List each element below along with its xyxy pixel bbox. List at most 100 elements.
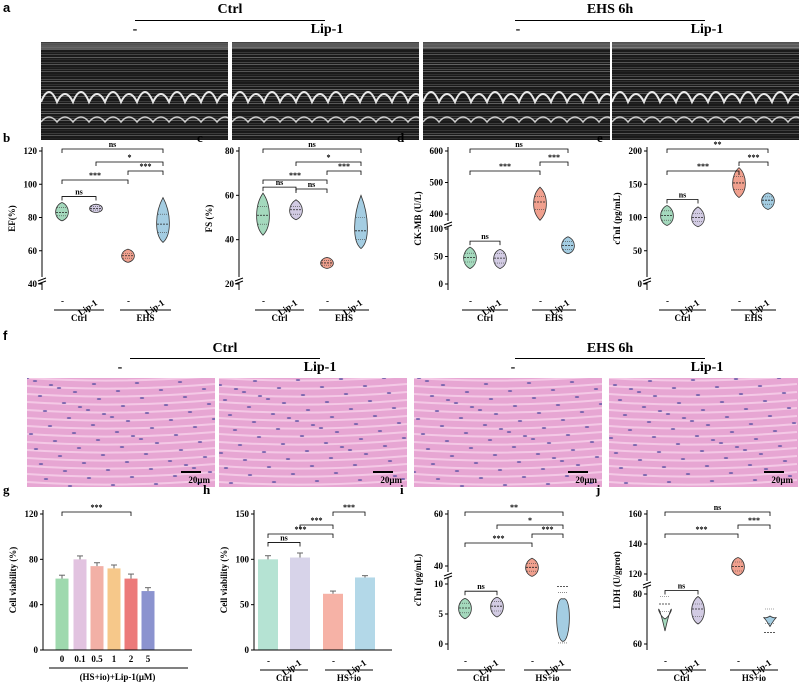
significance-bracket — [61, 511, 132, 516]
significance-label: ** — [714, 140, 722, 149]
y-tick-label: 60 — [225, 190, 235, 200]
significance-label: ns — [280, 533, 288, 542]
y-axis-label: FS (%) — [204, 205, 214, 233]
panel-letter-e: e — [597, 130, 603, 145]
x-tick-label: - — [666, 296, 669, 306]
significance-bracket — [738, 161, 769, 166]
y-tick-label: 40 — [225, 235, 235, 245]
y-tick-label: 40 — [434, 561, 444, 571]
axis-break-mark — [234, 277, 244, 282]
panel-letter-g: g — [3, 482, 10, 497]
y-tick-label: 120 — [25, 509, 39, 519]
significance-label: ns — [75, 188, 83, 197]
y-tick-label: 0 — [439, 639, 444, 649]
significance-bracket — [464, 511, 564, 516]
he-label-4: Lip-1 — [690, 360, 724, 375]
significance-label: ns — [679, 191, 687, 200]
significance-label: ns — [308, 140, 316, 149]
y-tick-label: 200 — [629, 146, 643, 156]
violin-3 — [533, 186, 547, 221]
scale-bar-label: 20μm — [771, 475, 793, 485]
he-stain-image: 20μm — [219, 378, 407, 487]
x-tick-label: 0 — [60, 654, 65, 664]
y-axis-label: cTnI (pg/mL) — [612, 192, 622, 244]
significance-bracket — [61, 148, 164, 153]
x-group-label: Ctrl — [675, 313, 691, 323]
x-tick-label: - — [469, 296, 472, 306]
significance-bracket — [664, 590, 699, 595]
y-tick-label: 100 — [236, 554, 250, 564]
significance-bracket — [464, 590, 498, 596]
axis-break-mark — [642, 280, 652, 285]
x-tick-label: 1 — [112, 654, 117, 664]
y-tick-label: 100 — [430, 224, 444, 234]
y-tick-label: 60 — [434, 509, 444, 519]
echo-group-title-ctrl: Ctrl — [217, 2, 243, 17]
y-tick-label: 100 — [24, 179, 38, 189]
he-group-title-ehs: EHS 6h — [586, 341, 634, 356]
x-tick-label: - — [262, 296, 265, 306]
significance-bracket — [469, 170, 541, 175]
y-tick-label: 80 — [29, 554, 39, 564]
y-tick-label: 5 — [439, 609, 444, 619]
significance-label: ns — [276, 178, 284, 187]
significance-bracket — [666, 148, 769, 153]
significance-label: *** — [311, 516, 323, 525]
y-tick-label: 400 — [430, 209, 444, 219]
significance-label: ns — [678, 582, 686, 591]
significance-label: *** — [493, 534, 505, 543]
significance-label: *** — [295, 525, 307, 534]
panel-letter-c: c — [197, 130, 203, 145]
x-tick-label: - — [464, 656, 467, 666]
y-tick-label: 120 — [24, 146, 38, 156]
bar-4 — [107, 568, 121, 650]
significance-bracket — [326, 170, 362, 175]
bar-2 — [73, 559, 87, 650]
scale-bar-label: 20μm — [575, 475, 597, 485]
x-group-label: Ctrl — [272, 313, 288, 323]
x-tick-label: - — [127, 296, 130, 306]
scale-bar — [373, 471, 393, 473]
echo-label-2: Lip-1 — [310, 22, 344, 37]
x-group-label: EHS — [744, 313, 762, 323]
violin-2 — [691, 596, 705, 625]
x-group-label: Ctrl — [477, 313, 493, 323]
he-group-title-ctrl: Ctrl — [212, 341, 238, 356]
significance-bracket — [262, 179, 328, 184]
he-stain-image: 20μm — [609, 378, 798, 487]
echocardiogram-image — [41, 42, 228, 140]
he-stain-image: 20μm — [414, 378, 602, 487]
y-tick-label: 50 — [240, 600, 250, 610]
violin-4 — [556, 598, 570, 642]
violin-1 — [55, 202, 69, 222]
axis-break-mark — [443, 575, 453, 580]
y-axis-label: LDH (U/gprot) — [612, 551, 622, 609]
y-tick-label: 0 — [439, 279, 444, 289]
x-tick-label: 2 — [129, 654, 134, 664]
he-group-line-ctrl — [130, 358, 320, 359]
x-tick-label: - — [664, 656, 667, 666]
axis-break-mark — [234, 280, 244, 285]
axis-break-mark — [642, 581, 652, 586]
x-group-label: HS+io — [535, 673, 560, 683]
significance-label: ns — [515, 140, 523, 149]
x-group-label: EHS — [136, 313, 154, 323]
axis-break-mark — [642, 277, 652, 282]
scale-bar-label: 20μm — [188, 475, 210, 485]
violin-1 — [658, 608, 672, 632]
y-tick-label: 100 — [629, 213, 643, 223]
violin-2 — [691, 206, 705, 228]
violin-4 — [761, 192, 775, 210]
y-tick-label: 40 — [29, 600, 39, 610]
significance-bracket — [61, 196, 97, 201]
x-group-label: EHS — [335, 313, 353, 323]
he-label-3: - — [510, 360, 516, 375]
panel-letter-d: d — [397, 130, 405, 145]
y-tick-label: 0 — [638, 279, 643, 289]
he-label-1: - — [117, 360, 123, 375]
significance-label: *** — [542, 525, 554, 534]
x-tick-label: 5 — [146, 654, 151, 664]
significance-bracket — [531, 533, 564, 538]
he-group-line-ehs — [515, 358, 705, 359]
axis-break-mark — [37, 280, 47, 285]
